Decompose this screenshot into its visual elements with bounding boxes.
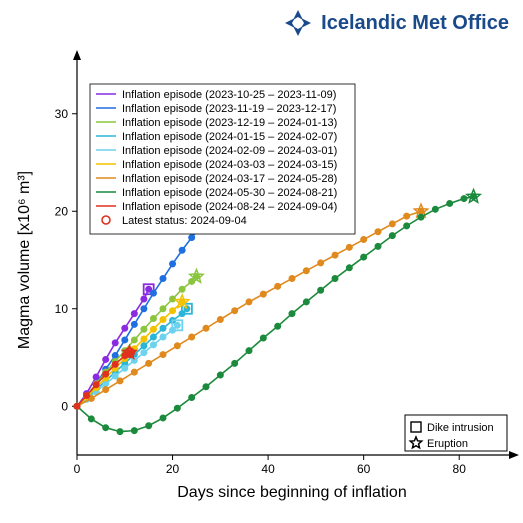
svg-text:20: 20 (55, 204, 69, 218)
svg-text:Inflation episode (2024-05-30: Inflation episode (2024-05-30 – 2024-08-… (122, 187, 337, 199)
svg-text:40: 40 (261, 462, 275, 476)
svg-text:30: 30 (55, 107, 69, 121)
svg-text:Inflation episode (2023-11-19: Inflation episode (2023-11-19 – 2023-12-… (122, 103, 336, 115)
svg-text:60: 60 (357, 462, 371, 476)
svg-text:Eruption: Eruption (427, 438, 468, 450)
svg-text:Inflation episode (2024-01-15: Inflation episode (2024-01-15 – 2024-02-… (122, 131, 337, 143)
svg-text:Inflation episode (2024-02-09: Inflation episode (2024-02-09 – 2024-03-… (122, 145, 337, 157)
svg-text:10: 10 (55, 302, 69, 316)
svg-text:80: 80 (453, 462, 467, 476)
svg-text:0: 0 (74, 462, 81, 476)
x-axis-label: Days since beginning of inflation (177, 484, 406, 501)
svg-text:Inflation episode (2023-10-25: Inflation episode (2023-10-25 – 2023-11-… (122, 89, 336, 101)
svg-text:Inflation episode (2024-03-17: Inflation episode (2024-03-17 – 2024-05-… (122, 173, 337, 185)
svg-text:Dike intrusion: Dike intrusion (427, 422, 494, 434)
svg-text:0: 0 (61, 399, 68, 413)
svg-text:Latest status: 2024-09-04: Latest status: 2024-09-04 (122, 215, 247, 227)
y-axis-label: Magma volume [x10⁶ m³] (16, 171, 33, 349)
svg-text:Inflation episode (2024-03-03: Inflation episode (2024-03-03 – 2024-03-… (122, 159, 337, 171)
svg-text:20: 20 (166, 462, 180, 476)
magma-volume-chart: 0 20 40 60 80 0 10 20 30 Inflation episode (2023… (0, 0, 523, 523)
svg-text:Inflation episode (2024-08-24: Inflation episode (2024-08-24 – 2024-09-… (122, 201, 337, 213)
svg-text:Inflation episode (2023-12-19: Inflation episode (2023-12-19 – 2024-01-… (122, 117, 337, 129)
